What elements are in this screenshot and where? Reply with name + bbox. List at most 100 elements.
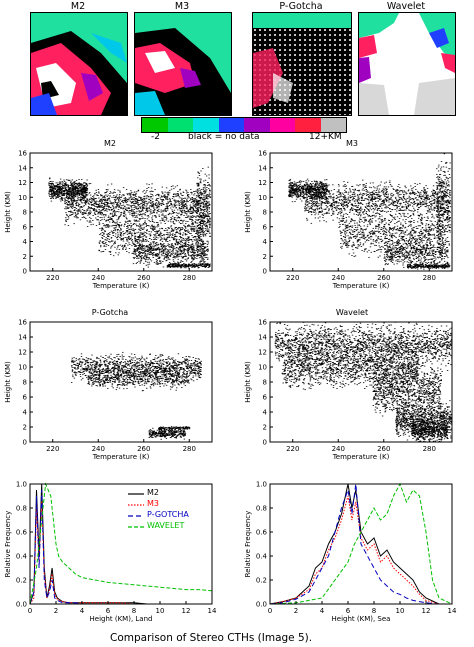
scatter-point [168, 266, 171, 267]
scatter-point [134, 253, 137, 255]
scatter-point [180, 211, 183, 212]
scatter-point [192, 219, 194, 221]
scatter-point [181, 209, 184, 211]
scatter-point [177, 242, 180, 244]
scatter-point [204, 195, 207, 197]
scatter-point [184, 246, 187, 247]
scatter-point [315, 189, 317, 191]
scatter-point [69, 190, 72, 192]
scatter-point [322, 192, 324, 193]
scatter-point [197, 228, 199, 230]
scatter-point [161, 247, 163, 249]
scatter-point [127, 244, 129, 246]
scatter-point [208, 174, 210, 176]
scatter-point [198, 257, 201, 259]
scatter-point [198, 249, 200, 250]
scatter-point [141, 234, 143, 235]
scatter-point [182, 195, 184, 197]
scatter-point [159, 242, 162, 244]
scatter-point [192, 204, 195, 206]
scatter-point [102, 209, 104, 211]
scatter-point [67, 192, 69, 194]
scatter-point [177, 242, 179, 244]
scatter-point [64, 189, 67, 191]
scatter-point [153, 252, 155, 254]
scatter-point [161, 255, 163, 257]
scatter-point [142, 203, 144, 205]
scatter-point [298, 180, 301, 182]
scatter-point [293, 190, 295, 192]
scatter-point [319, 196, 321, 198]
scatter-point [317, 194, 320, 196]
scatter-point [394, 190, 397, 192]
scatter-point [103, 202, 106, 204]
scatter-point [183, 239, 186, 241]
scatter-point [146, 229, 148, 231]
scatter-point [68, 197, 71, 199]
scatter-point [185, 213, 188, 215]
scatter-point [204, 243, 207, 244]
scatter-point [163, 229, 165, 231]
scatter-point [307, 195, 310, 197]
scatter-point [305, 189, 307, 191]
scatter-point [200, 248, 203, 250]
scatter-point [392, 195, 394, 197]
scatter-point [198, 240, 200, 242]
scatter-point [59, 189, 61, 191]
scatter-point [200, 264, 202, 265]
scatter-point [201, 263, 203, 265]
scatter-cluster [288, 178, 329, 203]
scatter-point [181, 264, 184, 265]
scatter-point [52, 183, 54, 184]
scatter-point [72, 187, 74, 189]
scatter-point [155, 207, 158, 209]
scatter-point [144, 200, 146, 202]
scatter-point [89, 220, 91, 222]
scatter-point [139, 255, 141, 257]
scatter-point [82, 184, 85, 186]
scatter-point [50, 189, 52, 191]
scatter-point [182, 234, 184, 236]
scatter-point [169, 199, 172, 201]
scatter-point [200, 247, 202, 248]
scatter-point [353, 198, 355, 199]
scatter-point [156, 210, 158, 212]
scatter-point [203, 191, 205, 193]
scatter-point [158, 256, 161, 258]
colorbar-segment [193, 118, 219, 132]
scatter-point [173, 256, 176, 258]
scatter-point [110, 240, 113, 242]
scatter-point [57, 186, 59, 188]
scatter-point [58, 186, 60, 187]
scatter-point [199, 240, 202, 242]
scatter-point [86, 188, 88, 190]
scatter-point [192, 265, 194, 266]
scatter-point [53, 192, 56, 194]
scatter-point [196, 246, 199, 248]
scatter-point [72, 204, 74, 205]
scatter-point [126, 193, 128, 195]
scatter-point [193, 265, 195, 267]
scatter-point [65, 197, 67, 199]
scatter-point [73, 209, 76, 211]
scatter-point [74, 190, 77, 192]
scatter-point [67, 187, 69, 189]
scatter-point [160, 222, 162, 224]
scatter-point [145, 260, 147, 262]
scatter-point [195, 200, 197, 202]
scatter-point [90, 202, 93, 203]
scatter-point [72, 188, 74, 189]
scatter-point [76, 187, 78, 189]
scatter-point [151, 198, 154, 200]
scatter-point [201, 215, 203, 217]
scatter-point [193, 263, 196, 265]
scatter-point [80, 191, 83, 193]
scatter-point [95, 217, 97, 219]
scatter-point [150, 248, 152, 249]
scatter-point [140, 251, 143, 253]
scatter-point [187, 238, 189, 239]
scatter-point [195, 195, 198, 197]
scatter-point [306, 183, 309, 185]
scatter-point [82, 188, 84, 190]
scatter-point [160, 233, 163, 235]
